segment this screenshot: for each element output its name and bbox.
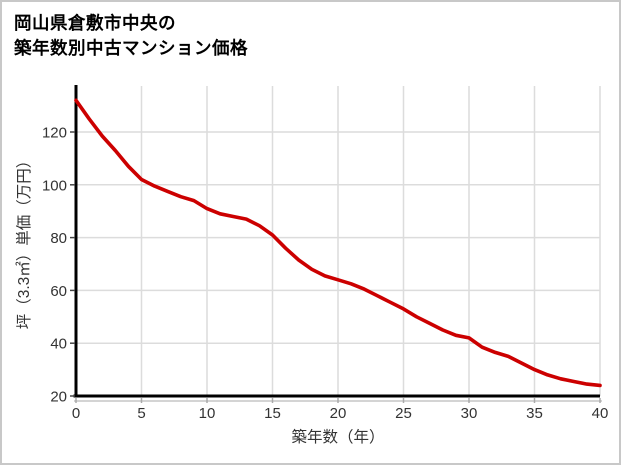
chart-title: 岡山県倉敷市中央の 築年数別中古マンション価格: [14, 11, 248, 61]
x-tick-label: 15: [264, 405, 281, 422]
x-tick-label: 5: [137, 405, 145, 422]
x-tick-label: 20: [330, 405, 347, 422]
x-tick-label: 35: [526, 405, 543, 422]
y-tick-label: 60: [50, 283, 67, 300]
y-tick-label: 100: [42, 177, 67, 194]
x-tick-label: 30: [461, 405, 478, 422]
chart-title-line2: 築年数別中古マンション価格: [14, 37, 248, 58]
y-axis-title: 坪（3.3㎡）単価（万円）: [15, 153, 33, 330]
chart-title-line1: 岡山県倉敷市中央の: [14, 13, 176, 33]
x-tick-label: 25: [395, 405, 412, 422]
x-tick-label: 10: [199, 405, 216, 422]
y-tick-label: 120: [42, 125, 67, 142]
y-tick-label: 80: [50, 230, 67, 247]
price-series-line: [74, 98, 602, 388]
x-tick-label: 40: [592, 405, 609, 422]
y-tick-label: 40: [50, 336, 67, 353]
x-tick-label: 0: [72, 405, 80, 422]
x-axis-title: 築年数（年）: [291, 428, 384, 446]
y-tick-label: 20: [50, 389, 67, 406]
